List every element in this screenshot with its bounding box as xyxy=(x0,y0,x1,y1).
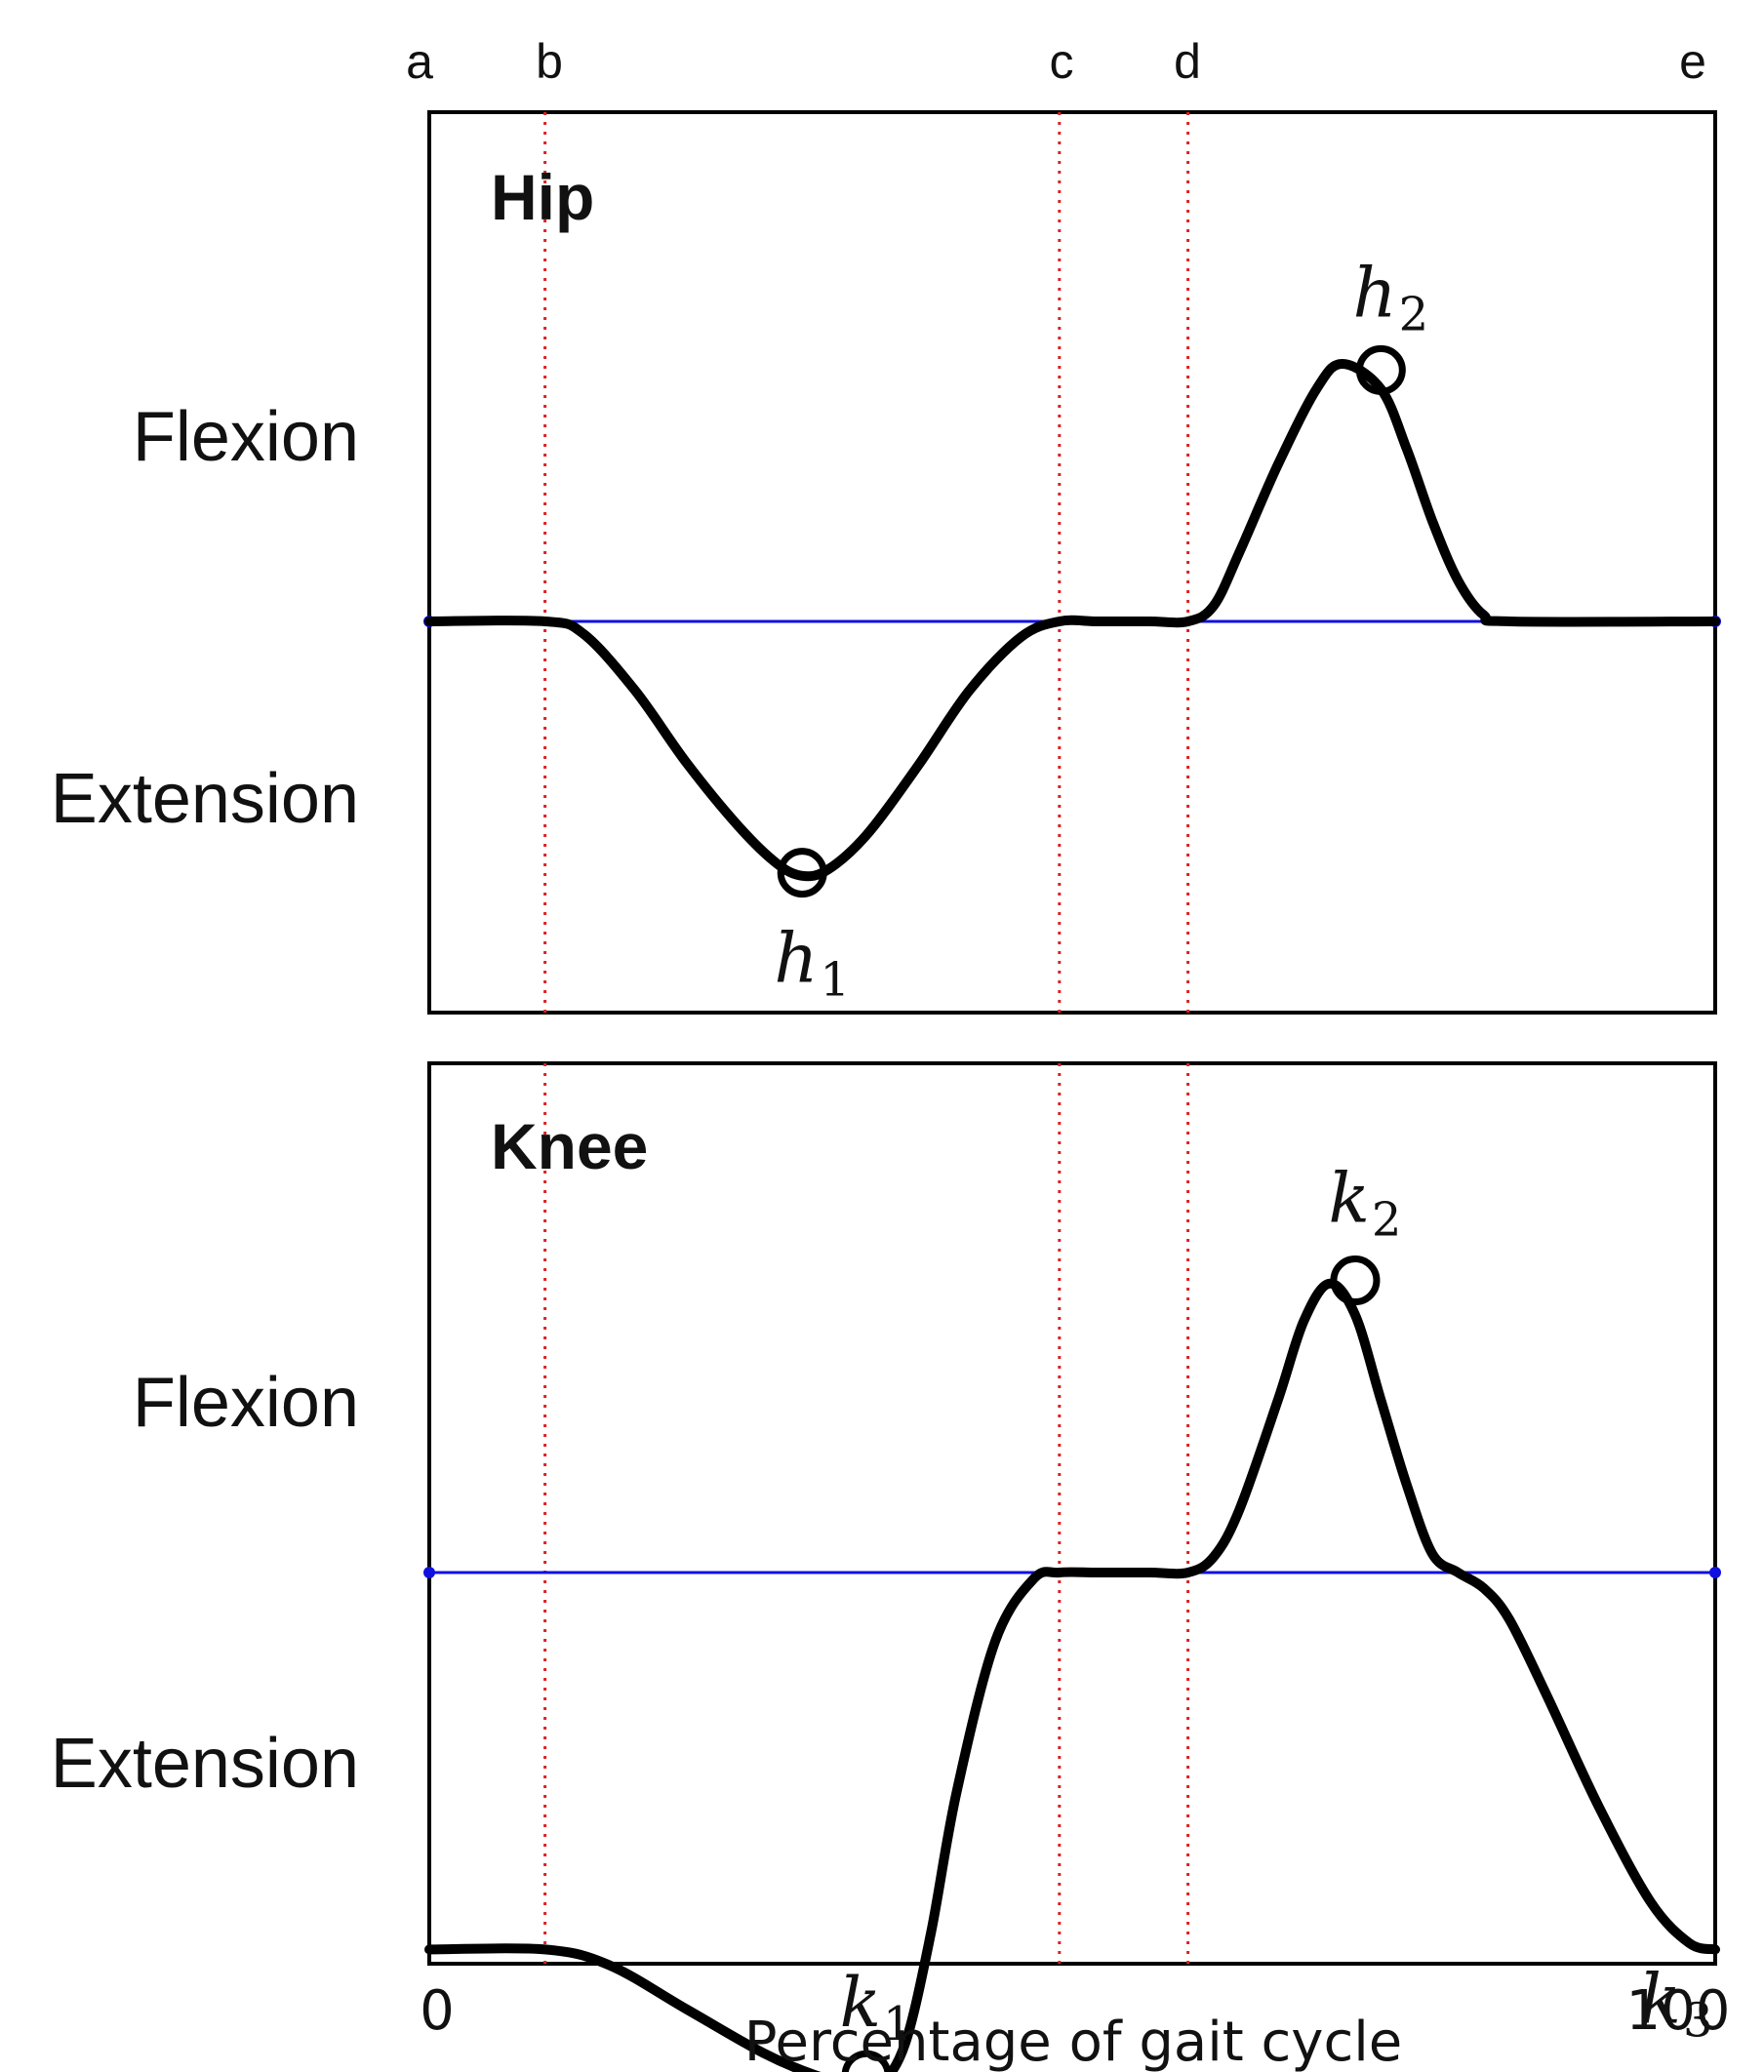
knee-annotation-k1: k1 xyxy=(840,1963,913,2052)
knee-extension-label: Extension xyxy=(51,1725,359,1803)
event-labels: a b c d e xyxy=(406,34,1706,89)
knee-panel: k1 k2 k3 Knee Flexion Extension xyxy=(51,1061,1721,2072)
knee-panel-title: Knee xyxy=(491,1110,648,1182)
event-label-a: a xyxy=(406,34,433,89)
hip-event-lines xyxy=(543,112,1190,1013)
hip-annotation-h2: h2 xyxy=(1352,253,1428,341)
knee-peak-markers: k1 k2 k3 xyxy=(840,1159,1713,2072)
hip-panel-frame xyxy=(427,110,1717,1015)
hip-marker-h1 xyxy=(777,848,827,898)
event-label-b: b xyxy=(536,34,563,89)
x-axis-max-label: 100 xyxy=(1626,1979,1731,2043)
hip-flexion-label: Flexion xyxy=(133,398,359,476)
knee-marker-k1 xyxy=(841,2050,892,2072)
hip-panel: h1 h2 Hip Flexion Extension xyxy=(51,110,1721,1015)
knee-annotation-k3: k3 xyxy=(1640,1959,1713,2048)
knee-marker-k2 xyxy=(1330,1255,1381,1306)
knee-angle-curve xyxy=(424,1278,1720,2072)
knee-baseline-dot-right xyxy=(1709,1567,1721,1578)
event-label-e: e xyxy=(1679,34,1706,89)
x-axis-min-label: 0 xyxy=(420,1979,455,2043)
event-label-d: d xyxy=(1174,34,1201,89)
knee-flexion-label: Flexion xyxy=(133,1364,359,1442)
knee-annotation-k2: k2 xyxy=(1328,1159,1401,1248)
hip-peak-markers: h1 h2 xyxy=(774,253,1428,1007)
hip-marker-h2 xyxy=(1355,344,1406,395)
knee-event-lines xyxy=(543,1063,1190,1964)
hip-extension-label: Extension xyxy=(51,760,359,838)
hip-panel-title: Hip xyxy=(491,161,594,233)
event-label-c: c xyxy=(1050,34,1074,89)
knee-panel-frame xyxy=(427,1061,1717,1966)
hip-annotation-h1: h1 xyxy=(774,919,850,1008)
x-axis-title: Percentage of gait cycle xyxy=(744,2011,1403,2072)
knee-baseline-dot-left xyxy=(423,1567,435,1578)
hip-angle-curve xyxy=(424,359,1720,882)
